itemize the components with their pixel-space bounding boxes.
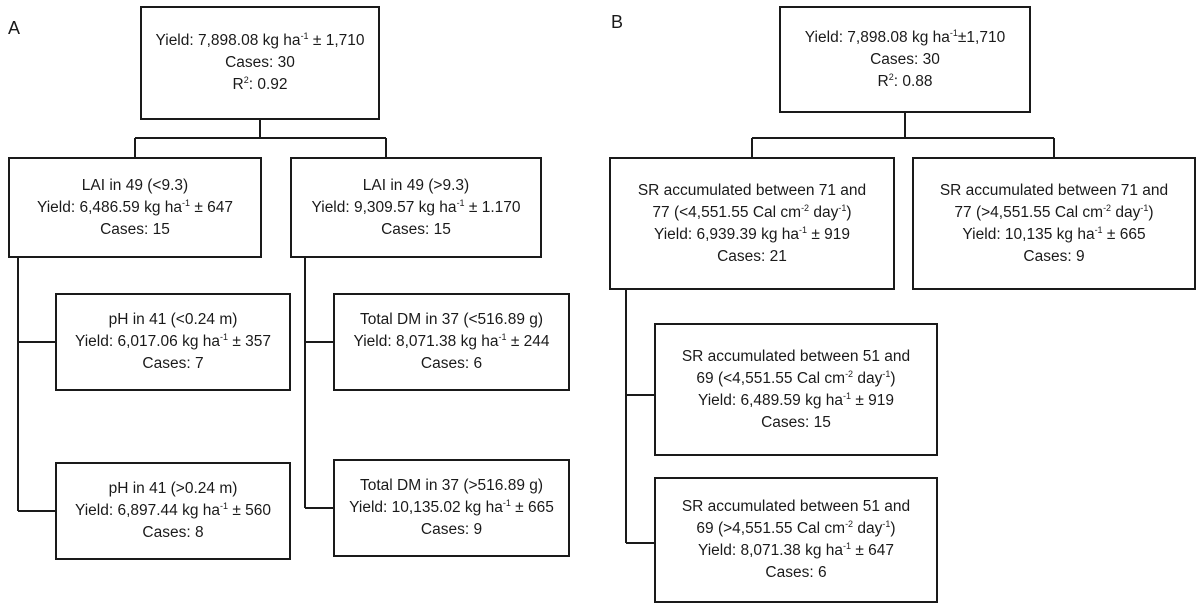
superscript: -2 (801, 202, 810, 213)
superscript: 2 (243, 74, 249, 85)
node-line: Yield: 7,898.08 kg ha-1±1,710 (804, 27, 1006, 46)
node-line: 69 (>4,551.55 Cal cm-2 day-1) (696, 518, 896, 537)
node-line: LAI in 49 (>9.3) (362, 176, 470, 194)
node-b-sr77-high: SR accumulated between 71 and 77 (>4,551.… (912, 157, 1196, 290)
node-a-dm-low: Total DM in 37 (<516.89 g) Yield: 8,071.3… (333, 293, 570, 391)
node-line: Cases: 30 (225, 54, 295, 71)
node-line: SR accumulated between 71 and (637, 181, 867, 199)
node-line: Cases: 15 (381, 220, 451, 238)
node-line: Cases: 6 (765, 564, 827, 581)
node-line: Yield: 6,489.59 kg ha-1 ± 919 (697, 390, 895, 409)
superscript: -1 (882, 518, 891, 529)
node-line: 69 (<4,551.55 Cal cm-2 day-1) (696, 368, 896, 387)
panel-label-b: B (611, 12, 624, 32)
node-a-ph-high: pH in 41 (>0.24 m) Yield: 6,897.44 kg ha-… (55, 462, 291, 560)
node-line: Cases: 15 (100, 220, 170, 238)
node-line: pH in 41 (<0.24 m) (108, 311, 238, 328)
node-line: SR accumulated between 71 and (939, 181, 1169, 199)
node-line: Total DM in 37 (<516.89 g) (359, 311, 544, 328)
superscript: -1 (1094, 224, 1103, 235)
node-a-dm-high: Total DM in 37 (>516.89 g) Yield: 10,135.… (333, 459, 570, 557)
superscript: -1 (882, 368, 891, 379)
node-line: Yield: 6,897.44 kg ha-1 ± 560 (74, 500, 272, 519)
superscript: -1 (843, 390, 852, 401)
superscript: 2 (888, 71, 894, 82)
node-line: Yield: 8,071.38 kg ha-1 ± 647 (697, 540, 895, 559)
node-b-sr77-low: SR accumulated between 71 and 77 (<4,551.… (609, 157, 895, 290)
superscript: -1 (949, 27, 958, 38)
node-a-ph-low: pH in 41 (<0.24 m) Yield: 6,017.06 kg ha-… (55, 293, 291, 391)
superscript: -1 (300, 30, 309, 41)
node-line: Yield: 6,486.59 kg ha-1 ± 647 (36, 197, 234, 216)
node-line: Cases: 9 (1023, 247, 1085, 265)
superscript: -1 (456, 197, 465, 208)
superscript: -2 (845, 518, 854, 529)
node-line: Cases: 6 (420, 355, 483, 372)
superscript: -1 (843, 540, 852, 551)
node-a-lai-low: LAI in 49 (<9.3) Yield: 6,486.59 kg ha-1 … (8, 157, 262, 258)
node-a-root: Yield: 7,898.08 kg ha-1 ± 1,710 Cases: 30… (140, 6, 380, 120)
node-line: Yield: 7,898.08 kg ha-1 ± 1,710 (155, 30, 365, 49)
node-line: Total DM in 37 (>516.89 g) (359, 477, 544, 494)
node-line: Cases: 8 (142, 524, 204, 541)
superscript: -2 (845, 368, 854, 379)
node-line: Yield: 10,135.02 kg ha-1 ± 665 (349, 497, 554, 516)
node-line: Cases: 30 (870, 50, 940, 68)
node-line: Yield: 10,135 kg ha-1 ± 665 (962, 224, 1146, 243)
node-a-lai-high: LAI in 49 (>9.3) Yield: 9,309.57 kg ha-1 … (290, 157, 542, 258)
superscript: -1 (182, 197, 191, 208)
node-b-sr69-high: SR accumulated between 51 and 69 (>4,551.… (654, 477, 938, 603)
node-line: Yield: 6,017.06 kg ha-1 ± 357 (74, 331, 272, 350)
node-b-root: Yield: 7,898.08 kg ha-1±1,710 Cases: 30 R2… (779, 6, 1031, 113)
node-b-sr69-low: SR accumulated between 51 and 69 (<4,551.… (654, 323, 938, 456)
superscript: -1 (220, 500, 229, 511)
superscript: -1 (1140, 202, 1149, 213)
superscript: -1 (498, 331, 507, 342)
node-line: Yield: 6,939.39 kg ha-1 ± 919 (653, 224, 851, 243)
node-line: R2: 0.88 (877, 71, 933, 90)
superscript: -1 (838, 202, 847, 213)
node-line: Yield: 8,071.38 kg ha-1 ± 244 (353, 331, 550, 350)
node-line: Yield: 9,309.57 kg ha-1 ± 1.170 (311, 197, 521, 216)
superscript: -1 (220, 331, 229, 342)
node-line: Cases: 7 (142, 355, 204, 372)
superscript: -1 (799, 224, 808, 235)
node-line: Cases: 21 (717, 247, 787, 265)
superscript: -1 (502, 497, 511, 508)
panel-label-a: A (8, 18, 21, 38)
node-line: SR accumulated between 51 and (681, 347, 911, 365)
node-line: 77 (>4,551.55 Cal cm-2 day-1) (954, 202, 1154, 221)
node-line: SR accumulated between 51 and (681, 498, 911, 515)
node-line: 77 (<4,551.55 Cal cm-2 day-1) (652, 202, 852, 221)
node-line: R2: 0.92 (232, 74, 288, 93)
node-line: LAI in 49 (<9.3) (81, 176, 189, 194)
superscript: -2 (1103, 202, 1112, 213)
node-line: Cases: 9 (420, 521, 483, 538)
node-line: pH in 41 (>0.24 m) (108, 480, 238, 497)
node-line: Cases: 15 (761, 413, 831, 431)
